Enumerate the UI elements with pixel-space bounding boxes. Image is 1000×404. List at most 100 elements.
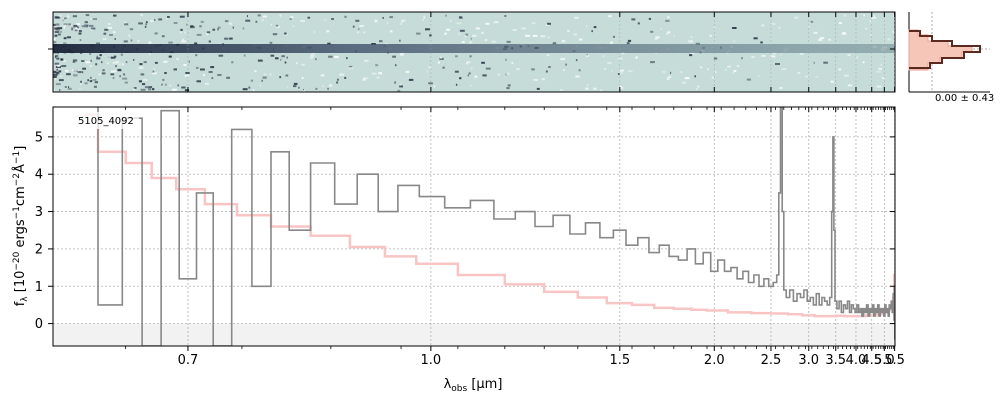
spectrum-2d-pixel — [78, 32, 82, 35]
spectrum-2d-pixel — [344, 15, 347, 18]
spectrum-2d-pixel — [475, 27, 480, 30]
spectrum-2d-pixel — [324, 19, 326, 22]
spectrum-2d-pixel — [180, 28, 183, 31]
spectrum-2d-pixel — [138, 22, 143, 25]
spectrum-2d-pixel — [450, 19, 452, 22]
spectrum-2d-pixel — [679, 71, 683, 74]
plot-frame — [52, 106, 896, 347]
spectrum-2d-pixel — [152, 88, 155, 90]
spectrum-2d-pixel — [600, 89, 603, 92]
spectrum-2d-pixel — [746, 78, 751, 81]
spectrum-2d-pixel — [607, 15, 612, 18]
spectrum-2d-pixel — [847, 54, 851, 57]
spectrum-2d-pixel — [54, 54, 59, 57]
spectrum-2d-pixel — [515, 68, 520, 71]
spectrum-2d-pixel — [823, 61, 828, 64]
spectrum-2d-pixel — [168, 41, 173, 44]
spectrum-2d-pixel — [819, 37, 825, 40]
spectrum-2d-pixel — [470, 84, 472, 87]
spectrum-2d-pixel — [106, 62, 109, 65]
spectrum-2d-pixel — [137, 40, 140, 43]
spectrum-2d-pixel — [390, 30, 393, 33]
spectrum-2d-pixel — [364, 59, 369, 62]
spectrum-2d-pixel — [302, 89, 305, 92]
spectrum-2d-pixel — [876, 70, 881, 73]
spectrum-2d-pixel — [286, 56, 288, 59]
spectrum-2d-pixel — [892, 15, 894, 18]
spectrum-2d-pixel — [761, 24, 765, 27]
spectrum-2d-pixel — [346, 57, 348, 60]
spectrum-2d-pixel — [506, 40, 511, 43]
spectrum-2d-pixel — [179, 15, 185, 18]
spectrum-2d-pixel — [880, 64, 883, 67]
spectrum-2d-pixel — [86, 25, 88, 28]
spectrum-2d-pixel — [378, 72, 383, 75]
x-tick-label: 2.0 — [704, 353, 725, 368]
spectrum-2d-pixel — [699, 66, 703, 69]
spectrum-2d-pixel — [339, 73, 345, 76]
spectrum-2d-pixel — [54, 78, 57, 81]
spectrum-2d-pixel — [283, 33, 288, 36]
spectrum-2d-pixel — [512, 29, 517, 32]
spectrum-2d-pixel — [667, 75, 672, 78]
spectrum-2d-pixel — [356, 31, 360, 34]
spectrum-2d-pixel — [120, 53, 123, 56]
spectrum-2d-pixel — [870, 34, 872, 37]
spectrum-2d-pixel — [389, 16, 393, 19]
spectrum-2d-pixel — [714, 26, 716, 29]
spectrum-2d-pixel — [758, 74, 760, 77]
spectrum-2d-pixel — [194, 42, 198, 45]
spectrum-2d-pixel — [507, 84, 511, 87]
spectrum-2d-pixel — [328, 55, 333, 58]
spectrum-2d-pixel — [433, 85, 436, 88]
spectrum-2d-pixel — [313, 31, 316, 33]
spectrum-2d-pixel — [546, 54, 550, 57]
spectrum-2d-pixel — [53, 73, 58, 76]
spectrum-2d-pixel — [63, 23, 68, 26]
spectrum-2d-pixel — [257, 59, 263, 62]
spectrum-2d-pixel — [781, 68, 787, 70]
spectrum-2d-pixel — [110, 70, 115, 73]
spectrum-2d-pixel — [190, 25, 194, 28]
y-tick-label: 5 — [35, 130, 43, 145]
spectrum-2d-pixel — [64, 24, 66, 27]
spectrum-2d-pixel — [61, 65, 67, 67]
spectrum-2d-pixel — [53, 41, 57, 44]
spectrum-2d-pixel — [92, 77, 95, 80]
spectrum-2d-pixel — [89, 65, 92, 68]
spectrum-2d-pixel — [399, 23, 402, 26]
spectrum-2d-pixel — [162, 78, 165, 81]
spectrum-2d-pixel — [320, 74, 325, 77]
spectrum-2d-pixel — [250, 79, 254, 82]
spectrum-2d-pixel — [279, 76, 282, 79]
spectrum-2d-pixel — [75, 23, 81, 26]
spectrum-2d-pixel — [459, 29, 465, 32]
spectrum-2d-pixel — [298, 86, 300, 89]
spectrum-2d-pixel — [309, 56, 314, 59]
spectrum-2d-pixel — [437, 61, 440, 64]
spectrum-2d-pixel — [670, 71, 672, 74]
spectrum-2d-pixel — [363, 31, 366, 34]
spectrum-2d-pixel — [56, 65, 60, 68]
spectrum-2d-pixel — [593, 26, 597, 29]
spectrum-2d-pixel — [184, 89, 189, 92]
spectrum-2d-pixel — [57, 33, 61, 36]
spectrum-2d-pixel — [124, 23, 129, 26]
spectrum-2d-pixel — [62, 18, 68, 21]
spectrum-2d-pixel — [269, 41, 273, 44]
spectrum-2d-pixel — [664, 20, 666, 23]
spectrum-2d-pixel — [567, 29, 570, 32]
spectrum-2d-pixel — [74, 29, 78, 32]
y-tick-labels: 0 1 2 3 4 5 — [35, 130, 43, 332]
x-tick-labels: 0.7 1.0 1.5 2.0 2.5 3.0 3.5 4.04.55.05.5 — [178, 353, 905, 368]
spectrum-2d-pixel — [261, 19, 264, 22]
spectrum-2d-pixel — [110, 56, 116, 59]
spectrum-2d-pixel — [231, 61, 234, 64]
zero-band — [53, 323, 895, 346]
spectrum-2d-pixel — [468, 72, 471, 75]
spectrum-2d-pixel — [173, 66, 175, 69]
y-tick-label: 2 — [35, 242, 43, 257]
spectrum-2d-pixel — [422, 18, 424, 21]
spectrum-2d-pixel — [374, 19, 377, 22]
spectrum-2d-pixel — [84, 24, 89, 27]
